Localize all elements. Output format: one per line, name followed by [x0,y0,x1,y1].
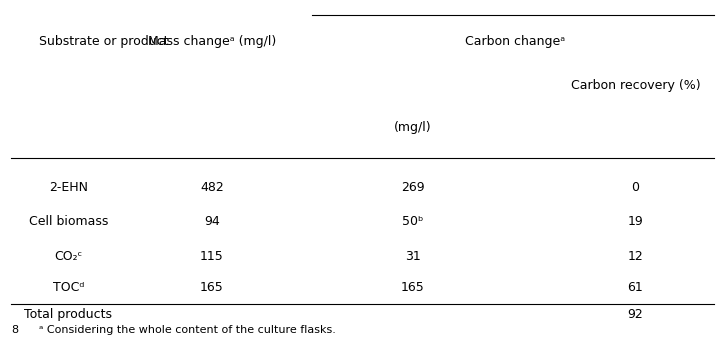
Text: 94: 94 [204,215,220,228]
Text: 92: 92 [628,308,643,321]
Text: Total products: Total products [24,308,112,321]
Text: 269: 269 [401,181,424,194]
Text: 61: 61 [628,281,643,294]
Text: CO₂ᶜ: CO₂ᶜ [54,250,83,263]
Text: 31: 31 [405,250,421,263]
Text: Carbon recovery (%): Carbon recovery (%) [571,79,700,93]
Text: Carbon changeᵃ: Carbon changeᵃ [465,35,565,48]
Text: 8: 8 [11,325,18,335]
Text: 115: 115 [200,250,224,263]
Text: TOCᵈ: TOCᵈ [52,281,84,294]
Text: 165: 165 [200,281,224,294]
Text: 50ᵇ: 50ᵇ [402,215,424,228]
Text: Substrate or product: Substrate or product [39,35,169,48]
Text: ᵃ Considering the whole content of the culture flasks.: ᵃ Considering the whole content of the c… [39,325,336,335]
Text: Mass changeᵃ (mg/l): Mass changeᵃ (mg/l) [148,35,276,48]
Text: 482: 482 [200,181,224,194]
Text: 2-EHN: 2-EHN [49,181,88,194]
Text: 12: 12 [628,250,643,263]
Text: 19: 19 [628,215,643,228]
Text: 165: 165 [401,281,425,294]
Text: (mg/l): (mg/l) [394,121,432,134]
Text: 0: 0 [631,181,640,194]
Text: Cell biomass: Cell biomass [29,215,108,228]
